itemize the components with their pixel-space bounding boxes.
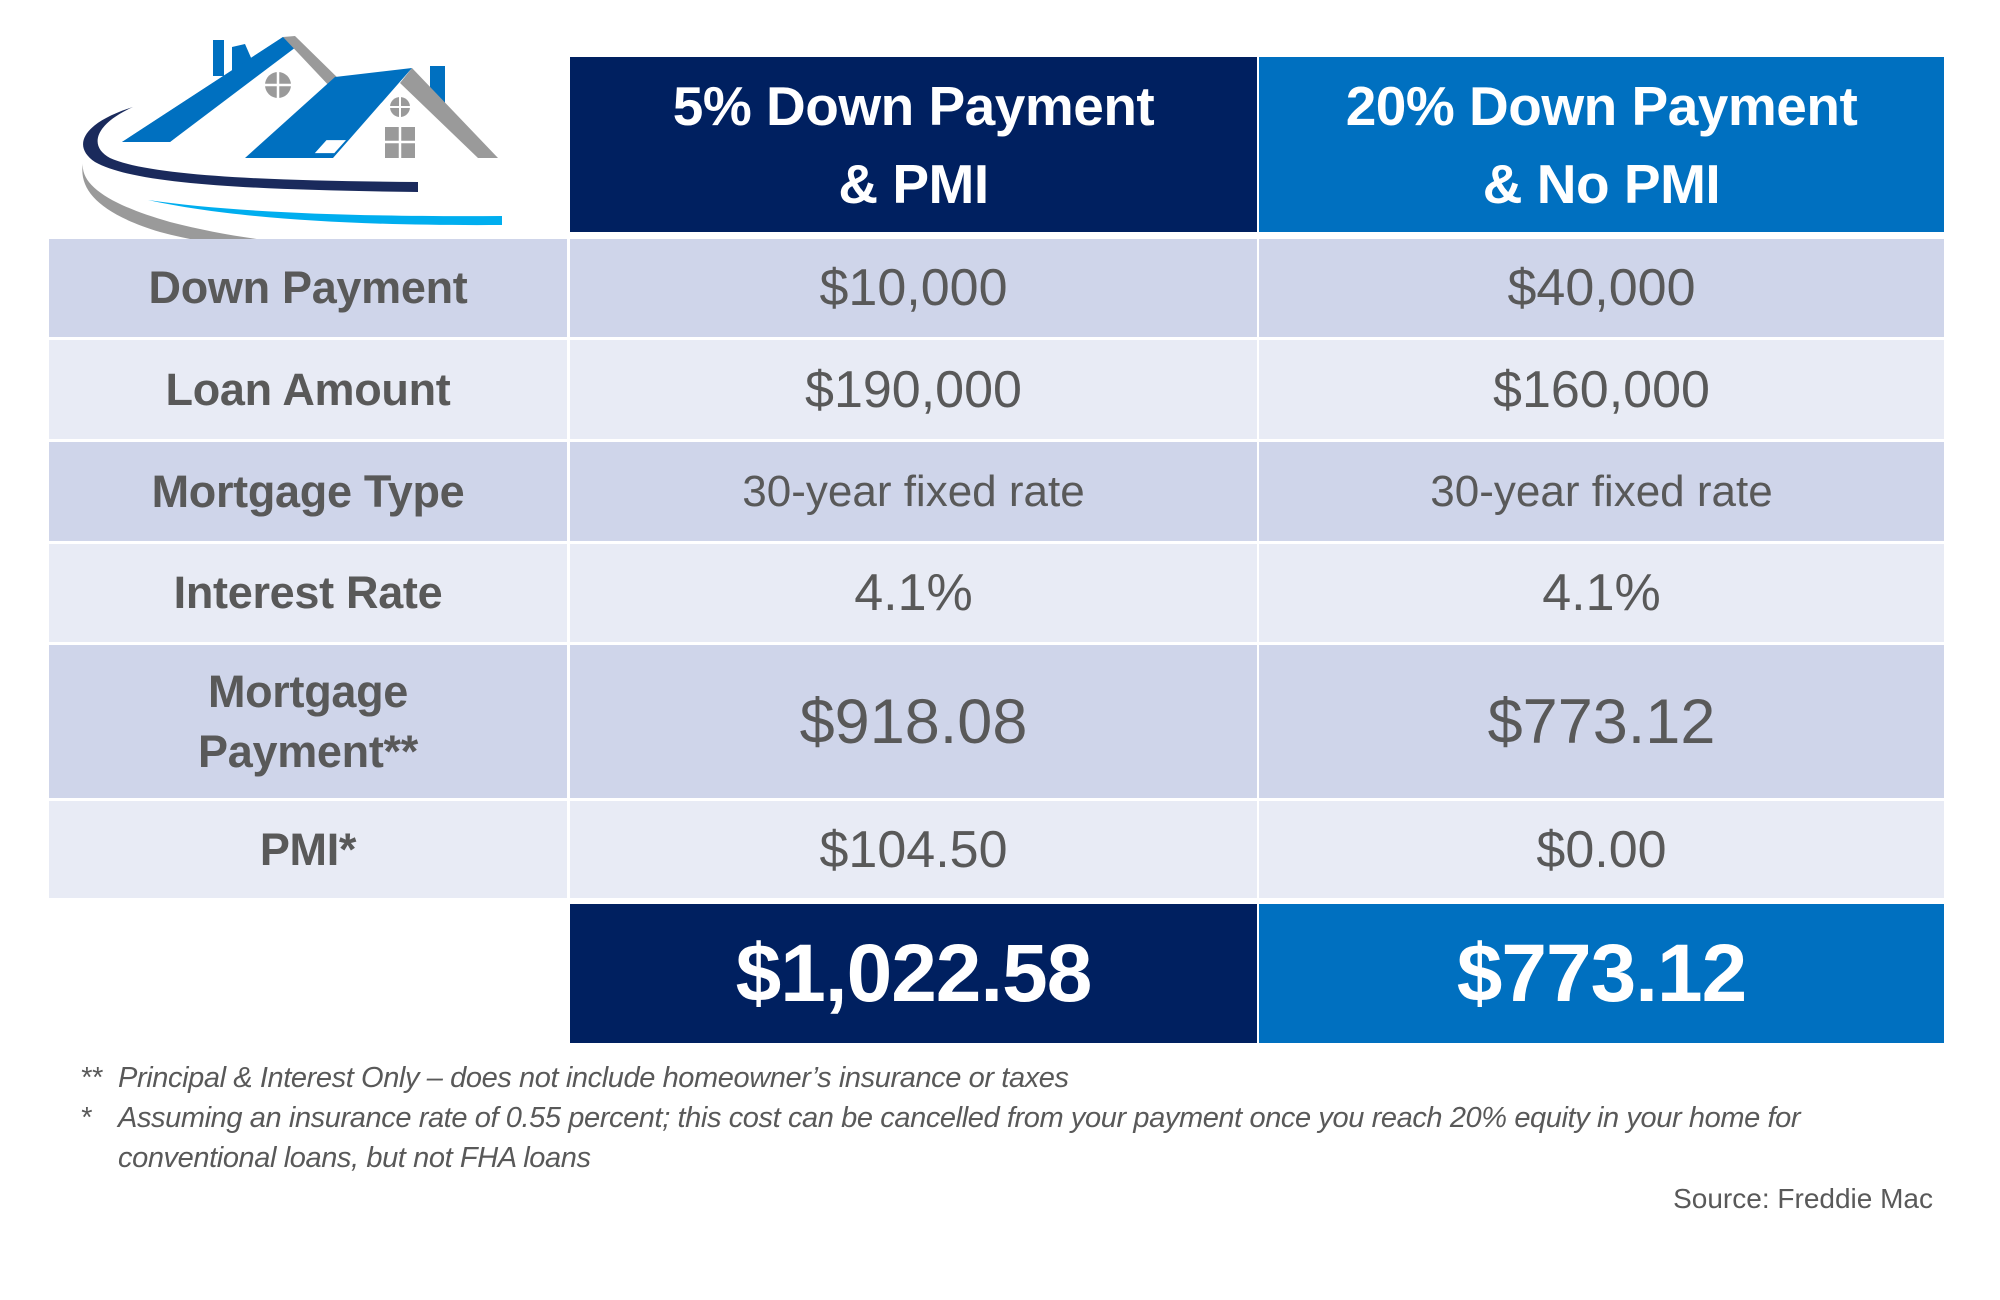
- value-text: 30-year fixed rate: [1430, 466, 1773, 516]
- cell-interest-rate-20: 4.1%: [1259, 544, 1944, 642]
- value-text: 30-year fixed rate: [742, 466, 1085, 516]
- row-label-mortgage-payment: Mortgage Payment**: [49, 645, 567, 798]
- total-value: $773.12: [1456, 927, 1747, 1019]
- label-text: Mortgage Type: [151, 465, 465, 517]
- value-text: $918.08: [799, 686, 1028, 757]
- value-text: $160,000: [1493, 360, 1710, 419]
- footnote-mark: **: [80, 1062, 102, 1094]
- footnote-mark: *: [80, 1102, 91, 1134]
- row-label-loan-amount: Loan Amount: [49, 340, 567, 439]
- footnote-principal-interest: ** Principal & Interest Only – does not i…: [80, 1062, 1069, 1095]
- cell-pmi-5: $104.50: [570, 801, 1257, 898]
- total-5-percent-down: $1,022.58: [570, 904, 1257, 1043]
- footnote-pmi-assumption: * Assuming an insurance rate of 0.55 perc…: [80, 1102, 1801, 1135]
- label-text: Down Payment: [148, 262, 468, 313]
- label-text: Mortgage Payment**: [198, 665, 418, 777]
- cell-mortgage-type-20: 30-year fixed rate: [1259, 442, 1944, 541]
- header-5-percent-down: 5% Down Payment & PMI: [570, 57, 1257, 232]
- header-label: 5% Down Payment & PMI: [672, 74, 1155, 215]
- label-text: Interest Rate: [173, 567, 443, 618]
- value-text: $0.00: [1536, 820, 1667, 879]
- cell-down-payment-5: $10,000: [570, 239, 1257, 337]
- total-value: $1,022.58: [735, 927, 1093, 1019]
- header-20-percent-down: 20% Down Payment & No PMI: [1259, 57, 1944, 232]
- cell-pmi-20: $0.00: [1259, 801, 1944, 898]
- row-label-down-payment: Down Payment: [49, 239, 567, 337]
- total-20-percent-down: $773.12: [1259, 904, 1944, 1043]
- header-label: 20% Down Payment & No PMI: [1345, 74, 1858, 215]
- cell-mortgage-type-5: 30-year fixed rate: [570, 442, 1257, 541]
- value-text: $104.50: [819, 820, 1008, 879]
- value-text: 4.1%: [1542, 564, 1661, 622]
- footnote-text: conventional loans, but not FHA loans: [118, 1142, 591, 1174]
- cell-down-payment-20: $40,000: [1259, 239, 1944, 337]
- value-text: 4.1%: [854, 564, 973, 622]
- cell-mortgage-payment-5: $918.08: [570, 645, 1257, 798]
- footnote-text: Assuming an insurance rate of 0.55 perce…: [118, 1102, 1801, 1134]
- row-label-mortgage-type: Mortgage Type: [49, 442, 567, 541]
- label-text: PMI*: [259, 823, 357, 875]
- cell-loan-amount-20: $160,000: [1259, 340, 1944, 439]
- label-text: Loan Amount: [165, 363, 451, 415]
- cell-mortgage-payment-20: $773.12: [1259, 645, 1944, 798]
- cell-loan-amount-5: $190,000: [570, 340, 1257, 439]
- source-credit: Source: Freddie Mac: [1673, 1183, 1933, 1214]
- houses-logo-icon: [82, 36, 502, 256]
- footnote-text: Principal & Interest Only – does not inc…: [118, 1062, 1069, 1094]
- footnote-pmi-assumption-cont: conventional loans, but not FHA loans: [80, 1142, 591, 1175]
- row-label-interest-rate: Interest Rate: [49, 544, 567, 642]
- cell-interest-rate-5: 4.1%: [570, 544, 1257, 642]
- value-text: $10,000: [819, 259, 1008, 317]
- value-text: $40,000: [1507, 259, 1696, 317]
- value-text: $773.12: [1487, 686, 1716, 757]
- value-text: $190,000: [805, 360, 1022, 419]
- row-label-pmi: PMI*: [49, 801, 567, 898]
